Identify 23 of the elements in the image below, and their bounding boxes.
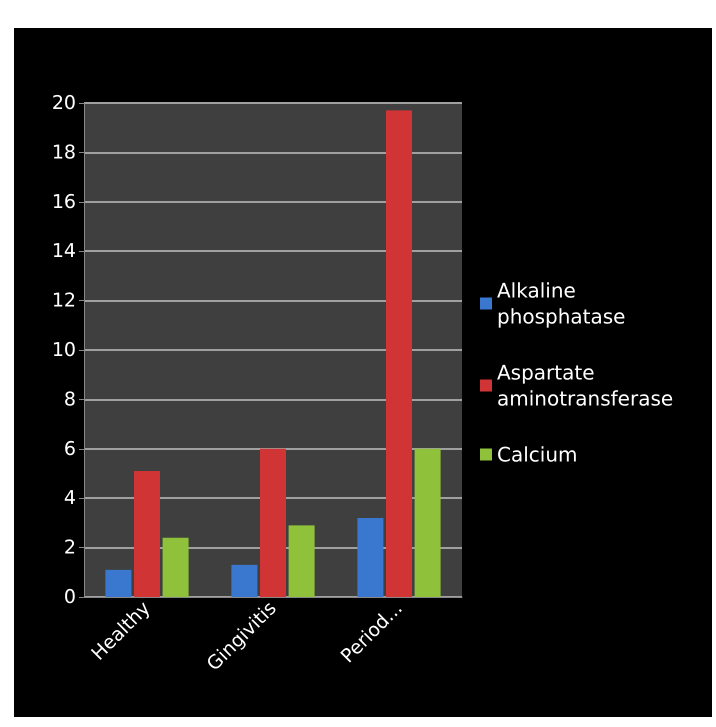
bar [231, 564, 258, 597]
y-tick-label: 14 [52, 240, 76, 262]
y-tick-label: 6 [64, 438, 76, 460]
legend-label: Calcium [497, 442, 578, 466]
bar [260, 448, 286, 597]
y-tick-label: 18 [52, 141, 76, 164]
y-tick-label: 4 [64, 487, 76, 510]
bar [386, 110, 412, 597]
bar [414, 448, 441, 597]
bar [357, 518, 384, 597]
y-tick-label: 0 [64, 586, 76, 608]
y-tick-label: 10 [52, 339, 76, 361]
legend-label: Aspartate aminotransferase [497, 360, 674, 410]
bar [134, 471, 160, 597]
y-tick-label: 16 [52, 190, 76, 213]
bar [105, 570, 132, 597]
y-tick-label: 2 [64, 536, 76, 559]
y-tick-label: 8 [64, 388, 76, 410]
bar [162, 538, 189, 597]
bar [288, 525, 315, 597]
legend-label: Alkaline phosphatase [497, 278, 626, 328]
y-tick-label: 12 [52, 290, 76, 312]
y-tick-label: 20 [52, 92, 76, 114]
